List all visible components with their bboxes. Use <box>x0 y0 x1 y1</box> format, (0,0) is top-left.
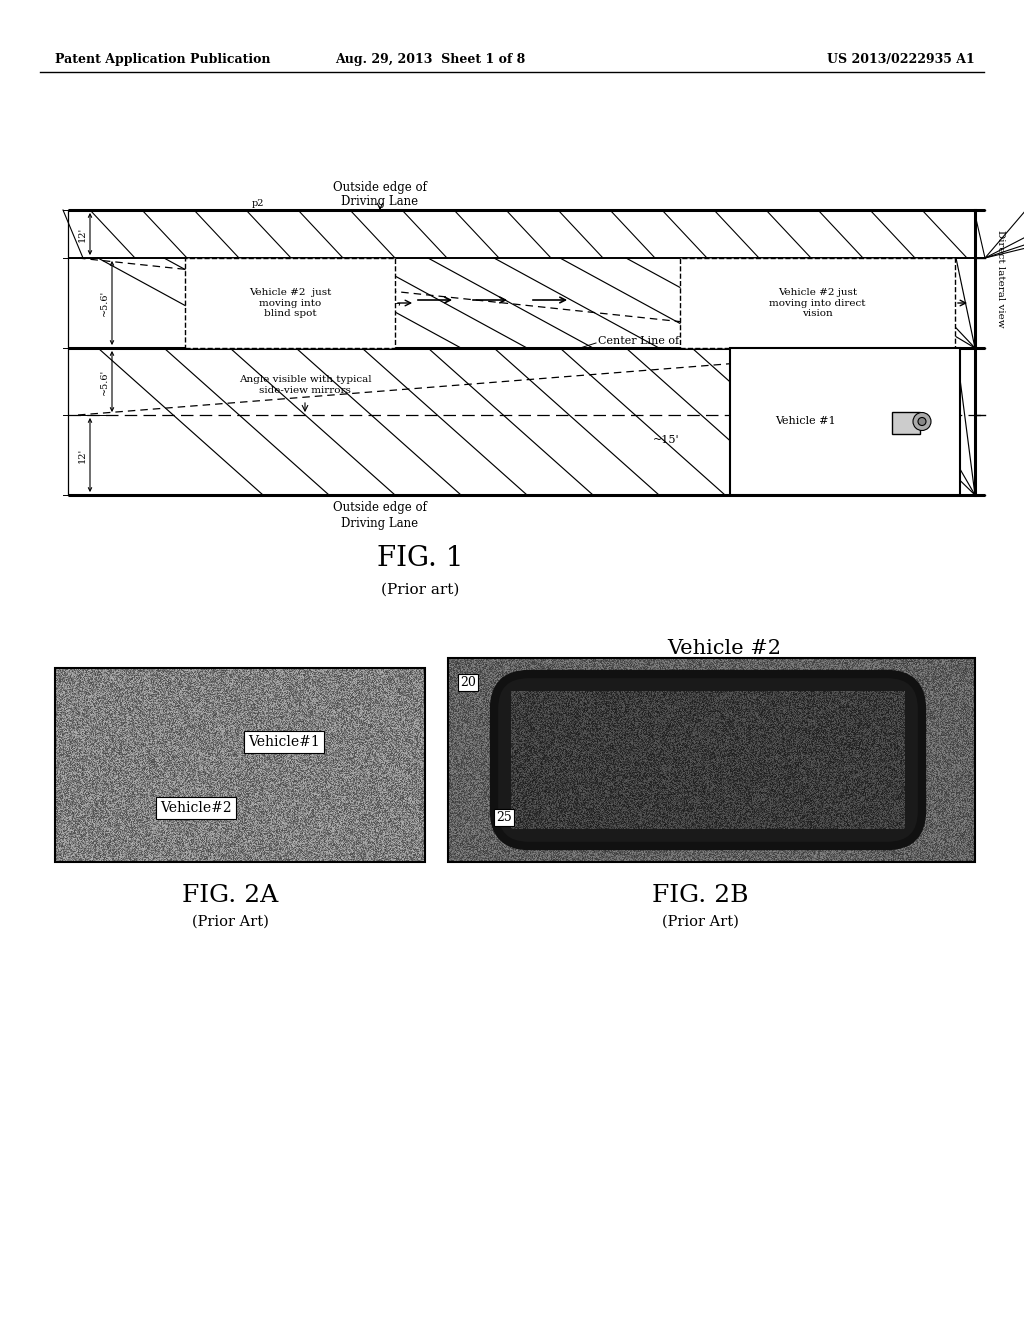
Text: Outside edge of: Outside edge of <box>333 181 427 194</box>
Text: BLIND SPOT: BLIND SPOT <box>290 304 400 317</box>
Bar <box>680 257 955 348</box>
FancyBboxPatch shape <box>494 675 922 846</box>
Text: (Prior Art): (Prior Art) <box>662 915 738 929</box>
Text: 12': 12' <box>78 447 87 462</box>
Text: Direct lateral view: Direct lateral view <box>996 230 1006 327</box>
Text: Driving Lane: Driving Lane <box>341 516 419 529</box>
Text: FIG. 2B: FIG. 2B <box>651 884 749 908</box>
Circle shape <box>913 412 931 430</box>
Text: Aug. 29, 2013  Sheet 1 of 8: Aug. 29, 2013 Sheet 1 of 8 <box>335 54 525 66</box>
Text: FIG. 2A: FIG. 2A <box>182 884 279 908</box>
Text: Patent Application Publication: Patent Application Publication <box>55 54 270 66</box>
Text: Outside edge of: Outside edge of <box>333 502 427 515</box>
Text: Vehicle #1: Vehicle #1 <box>775 417 836 426</box>
Text: Vehicle #2 just
moving into direct
vision: Vehicle #2 just moving into direct visio… <box>769 288 865 318</box>
Text: Vehicle#1: Vehicle#1 <box>249 735 321 748</box>
Bar <box>449 657 975 862</box>
Text: p2: p2 <box>252 199 264 209</box>
Text: (Prior art): (Prior art) <box>381 583 459 597</box>
Text: Vehicle #2  just
moving into
blind spot: Vehicle #2 just moving into blind spot <box>249 288 331 318</box>
Bar <box>892 412 920 433</box>
Text: 12': 12' <box>78 226 87 242</box>
Text: Driving Lane: Driving Lane <box>341 195 419 209</box>
Bar <box>730 348 961 495</box>
Text: (Prior Art): (Prior Art) <box>191 915 268 929</box>
Text: Vehicle #2: Vehicle #2 <box>667 639 781 657</box>
Text: Vehicle#2: Vehicle#2 <box>160 801 231 814</box>
Text: 20: 20 <box>460 676 476 689</box>
Text: ~5.6': ~5.6' <box>100 290 109 315</box>
Bar <box>185 257 395 348</box>
Text: ~15': ~15' <box>652 436 679 445</box>
Text: ~5.6': ~5.6' <box>100 368 109 395</box>
Text: FIG. 1: FIG. 1 <box>377 544 463 572</box>
Text: Center Line of road: Center Line of road <box>598 337 709 346</box>
Text: 25: 25 <box>496 810 512 824</box>
Circle shape <box>918 417 926 425</box>
Bar <box>55 668 425 862</box>
Text: Angle visible with typical
side-view mirrors: Angle visible with typical side-view mir… <box>239 375 372 395</box>
Text: US 2013/0222935 A1: US 2013/0222935 A1 <box>827 54 975 66</box>
